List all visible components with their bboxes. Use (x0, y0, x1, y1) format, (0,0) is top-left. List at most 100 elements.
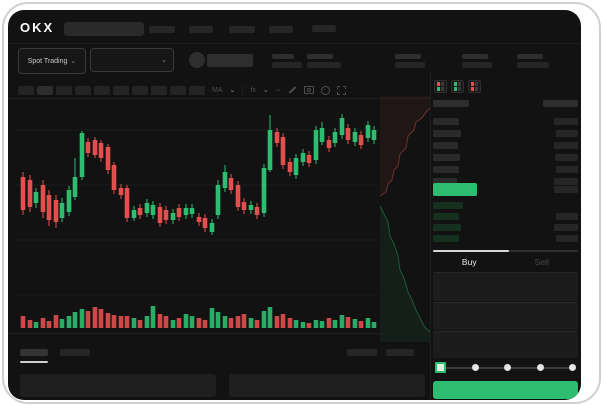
draw-tool-icon[interactable] (288, 86, 297, 94)
indicator-dropdown[interactable]: MA (212, 86, 223, 94)
buy-submit-button[interactable] (433, 381, 578, 399)
volume-bar (183, 314, 189, 328)
ticker-stat-label (272, 54, 294, 59)
bottom-panel-left[interactable] (20, 374, 216, 397)
orderbook-row[interactable] (433, 213, 578, 220)
orderbook-row[interactable] (433, 118, 578, 125)
market-type-label: Spot Trading (27, 57, 68, 65)
depth-bids-area (380, 206, 430, 342)
slider-stop[interactable] (471, 364, 479, 371)
bottom-panel-right[interactable] (229, 374, 425, 397)
ticker-stat-label (395, 54, 421, 59)
nav-item[interactable] (312, 25, 336, 32)
search-input[interactable] (64, 22, 144, 36)
volume-bar (235, 316, 241, 328)
functions-dropdown[interactable]: fx (250, 86, 256, 94)
candle-body (59, 203, 65, 218)
candle-body (261, 168, 267, 213)
nav-item[interactable] (229, 26, 255, 33)
coin-avatar (189, 52, 205, 68)
nav-item[interactable] (189, 26, 213, 33)
timeframe-button[interactable] (94, 86, 110, 95)
candle-body (118, 188, 124, 195)
candle-body (92, 140, 98, 155)
chevron-down-icon: ⌄ (70, 57, 77, 65)
bottom-tab-active[interactable] (20, 349, 48, 356)
chart-settings-icon[interactable] (320, 85, 330, 95)
orderbook-view-asks-icon[interactable] (468, 80, 481, 93)
orderbook-view-both-icon[interactable] (434, 80, 447, 93)
candle-body (27, 180, 33, 207)
orderbook-row[interactable] (433, 154, 578, 161)
snapshot-icon[interactable] (303, 86, 314, 94)
price-input[interactable] (433, 272, 578, 301)
volume-bar (326, 318, 332, 328)
depth-chart[interactable] (380, 96, 430, 342)
timeframe-button[interactable] (113, 86, 129, 95)
nav-item[interactable] (269, 26, 293, 33)
toolbar-divider (242, 84, 244, 96)
volume-bar (111, 315, 117, 328)
trading-app-window: OKX Spot Trading ⌄ ⌄ (8, 10, 581, 400)
orderbook-bids (433, 202, 578, 246)
candle-body (66, 190, 72, 212)
slider-stop[interactable] (569, 364, 576, 371)
pair-dropdown[interactable]: ⌄ (90, 48, 174, 72)
line-style-icon[interactable]: ~ (275, 85, 281, 95)
orderbook-row[interactable] (433, 178, 578, 185)
orderbook-price-bar (433, 154, 460, 161)
volume-bar (267, 307, 273, 328)
candlestick-chart[interactable] (15, 100, 378, 340)
volume-bar (319, 321, 325, 328)
volume-bar (72, 312, 78, 328)
nav-item[interactable] (149, 26, 175, 33)
bottom-action[interactable] (386, 349, 414, 356)
timeframe-button[interactable] (56, 86, 72, 95)
timeframe-button-active[interactable] (37, 86, 53, 95)
orderbook-row[interactable] (433, 142, 578, 149)
orderbook-view-toggles (434, 80, 481, 93)
orderbook-row[interactable] (433, 130, 578, 137)
orderbook-price-bar (433, 118, 459, 125)
volume-bar (163, 316, 169, 328)
bottom-tab[interactable] (60, 349, 90, 356)
volume-bar (241, 314, 247, 328)
volume-bar (105, 313, 111, 328)
fullscreen-icon[interactable] (336, 85, 346, 95)
candle-body (105, 147, 111, 170)
orderbook-price-bar (433, 130, 461, 137)
tab-sell[interactable]: Sell (534, 257, 549, 267)
orderbook-price-bar (433, 224, 461, 231)
bottom-tab-underline (20, 361, 48, 363)
volume-bar (209, 308, 215, 328)
timeframe-button[interactable] (18, 86, 34, 95)
orderbook-last-price-row[interactable] (433, 183, 578, 196)
amount-input[interactable] (433, 302, 578, 330)
timeframe-button[interactable] (75, 86, 91, 95)
okx-logo[interactable]: OKX (20, 20, 55, 35)
volume-bar (254, 320, 260, 328)
orderbook-row[interactable] (433, 166, 578, 173)
market-type-dropdown[interactable]: Spot Trading ⌄ (18, 48, 86, 74)
timeframe-button[interactable] (189, 86, 205, 95)
timeframe-button[interactable] (132, 86, 148, 95)
panel-divider (430, 72, 431, 400)
candle-body (33, 192, 39, 203)
total-input[interactable] (433, 331, 578, 358)
tab-buy[interactable]: Buy (461, 257, 477, 267)
volume-bar (98, 309, 104, 328)
orderbook-price-bar (433, 235, 459, 242)
slider-handle[interactable] (435, 362, 446, 373)
amount-slider[interactable] (435, 362, 576, 373)
timeframe-button[interactable] (151, 86, 167, 95)
slider-stop[interactable] (504, 364, 511, 371)
bottom-action[interactable] (347, 349, 377, 356)
ticker-stat-value (395, 62, 425, 68)
orderbook-row[interactable] (433, 235, 578, 242)
timeframe-button[interactable] (170, 86, 186, 95)
slider-stop[interactable] (536, 364, 544, 371)
orderbook-row[interactable] (433, 224, 578, 231)
orderbook-view-bids-icon[interactable] (451, 80, 464, 93)
orderbook-header-price (433, 100, 469, 107)
orderbook-row[interactable] (433, 202, 578, 209)
